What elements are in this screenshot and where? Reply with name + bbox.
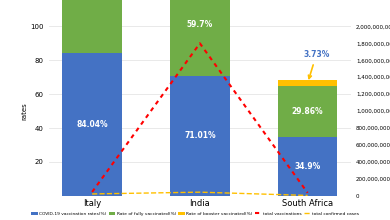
- total vaccinations: [305, 192, 310, 194]
- Text: 29.86%: 29.86%: [292, 107, 323, 116]
- Bar: [170, 75, 229, 196]
- Legend: COVID-19 vaccination rates(%), Rate of fully vaccinated(%), Rate of booster vacc: COVID-19 vaccination rates(%), Rate of f…: [30, 210, 360, 218]
- Text: 84.04%: 84.04%: [76, 120, 108, 129]
- Text: 59.7%: 59.7%: [187, 20, 213, 29]
- Bar: [62, 53, 122, 196]
- total confirmed cases: [90, 193, 94, 195]
- Line: total confirmed cases: total confirmed cases: [92, 192, 308, 195]
- Bar: [170, 0, 229, 75]
- Bar: [278, 80, 337, 86]
- Line: total vaccinations: total vaccinations: [92, 43, 308, 193]
- total confirmed cases: [197, 191, 202, 193]
- Y-axis label: rates: rates: [21, 102, 28, 120]
- Text: 34.9%: 34.9%: [294, 162, 321, 171]
- Bar: [62, 0, 122, 53]
- total vaccinations: [90, 191, 94, 193]
- total vaccinations: [197, 42, 202, 45]
- total confirmed cases: [305, 194, 310, 197]
- Text: 71.01%: 71.01%: [184, 131, 216, 140]
- Bar: [278, 137, 337, 196]
- Text: 3.73%: 3.73%: [303, 50, 330, 79]
- Bar: [278, 86, 337, 137]
